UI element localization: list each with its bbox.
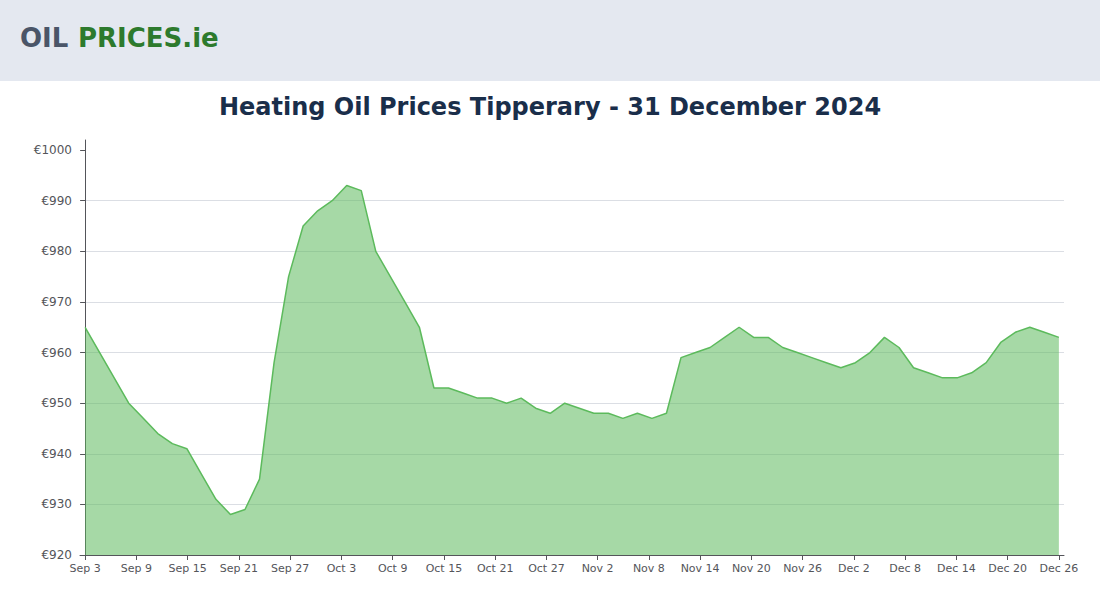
svg-text:Sep 3: Sep 3 <box>70 562 101 575</box>
svg-text:€970: €970 <box>41 295 72 309</box>
svg-text:Nov 14: Nov 14 <box>681 562 720 575</box>
svg-text:PRICES.ie: PRICES.ie <box>78 23 219 53</box>
svg-text:€950: €950 <box>41 396 72 410</box>
svg-text:€920: €920 <box>41 548 72 562</box>
svg-text:Nov 20: Nov 20 <box>732 562 771 575</box>
svg-text:€1000: €1000 <box>34 143 72 157</box>
svg-text:Oct 9: Oct 9 <box>378 562 408 575</box>
svg-text:Sep 9: Sep 9 <box>121 562 152 575</box>
svg-text:Sep 27: Sep 27 <box>271 562 309 575</box>
svg-text:Oct 15: Oct 15 <box>426 562 463 575</box>
svg-text:Dec 14: Dec 14 <box>937 562 976 575</box>
svg-text:Nov 26: Nov 26 <box>783 562 822 575</box>
svg-text:Heating Oil Prices Tipperary -: Heating Oil Prices Tipperary - 31 Decemb… <box>219 93 881 121</box>
svg-text:Nov 2: Nov 2 <box>582 562 614 575</box>
svg-text:Dec 26: Dec 26 <box>1039 562 1078 575</box>
svg-text:Dec 20: Dec 20 <box>988 562 1027 575</box>
svg-text:OIL: OIL <box>20 23 68 53</box>
svg-text:Dec 8: Dec 8 <box>889 562 921 575</box>
svg-text:€940: €940 <box>41 447 72 461</box>
svg-text:€980: €980 <box>41 244 72 258</box>
svg-text:Nov 8: Nov 8 <box>633 562 665 575</box>
svg-text:Oct 3: Oct 3 <box>327 562 357 575</box>
svg-text:Sep 21: Sep 21 <box>220 562 258 575</box>
svg-text:Sep 15: Sep 15 <box>169 562 207 575</box>
svg-text:€930: €930 <box>41 497 72 511</box>
svg-text:€990: €990 <box>41 194 72 208</box>
svg-text:Oct 27: Oct 27 <box>528 562 565 575</box>
svg-text:Dec 2: Dec 2 <box>838 562 870 575</box>
svg-text:Oct 21: Oct 21 <box>477 562 514 575</box>
svg-text:€960: €960 <box>41 346 72 360</box>
